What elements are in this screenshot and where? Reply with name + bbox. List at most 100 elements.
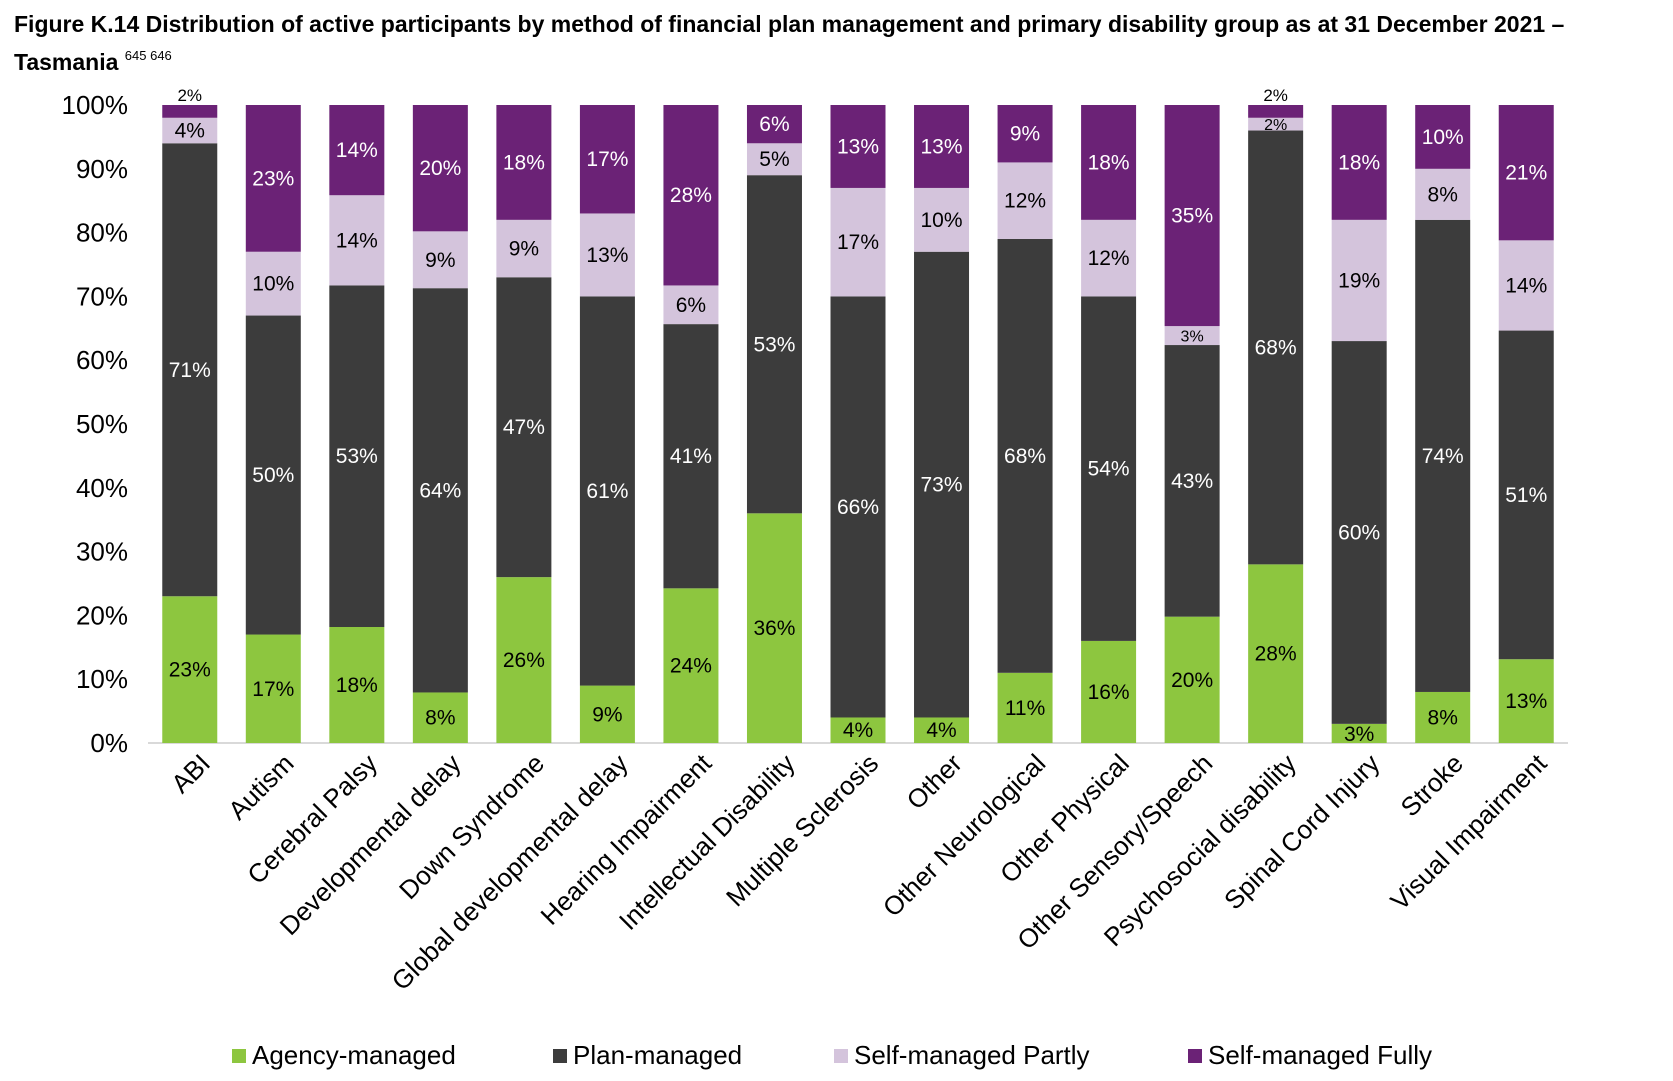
data-label: 17% — [586, 148, 628, 171]
bar-segment — [1415, 691, 1471, 743]
bar-segment — [1081, 296, 1137, 641]
data-label: 24% — [670, 655, 712, 678]
data-label: 4% — [926, 719, 956, 742]
data-label: 13% — [586, 244, 628, 267]
bar-segment — [162, 105, 218, 118]
y-tick-label: 50% — [76, 409, 128, 439]
data-label: 12% — [1088, 247, 1130, 270]
bar-segment — [245, 315, 301, 635]
data-label: 9% — [425, 249, 455, 272]
data-label: 68% — [1255, 336, 1297, 359]
x-tick-label: ABI — [165, 748, 216, 799]
bar-segment — [746, 175, 802, 514]
y-tick-label: 80% — [76, 218, 128, 248]
bar-segment — [1331, 219, 1387, 342]
data-label: 54% — [1088, 458, 1130, 481]
data-label: 2% — [1264, 117, 1287, 134]
data-label: 28% — [1255, 643, 1297, 666]
legend-label: Plan-managed — [573, 1040, 743, 1070]
bar-segment — [1248, 130, 1304, 565]
data-label: 12% — [1004, 190, 1046, 213]
data-label: 13% — [921, 135, 963, 158]
x-tick-label: Multiple Sclerosis — [720, 748, 884, 912]
bar-segment — [1498, 240, 1554, 331]
bar-segment — [329, 105, 385, 196]
data-label: 61% — [586, 480, 628, 503]
bar-segment — [1331, 105, 1387, 220]
data-label: 35% — [1171, 205, 1213, 228]
bar-segment — [579, 685, 635, 743]
data-label: 8% — [425, 707, 455, 730]
y-tick-label: 30% — [76, 537, 128, 567]
bar-segment — [162, 143, 218, 597]
bar-segment — [663, 285, 719, 325]
data-label: 23% — [169, 659, 211, 682]
bar-segment — [579, 105, 635, 214]
x-tick-label: Autism — [222, 748, 299, 825]
data-label: 47% — [503, 416, 545, 439]
bar-segment — [1248, 117, 1304, 131]
bar-segment — [914, 187, 970, 252]
data-label: 13% — [1505, 690, 1547, 713]
data-label: 74% — [1422, 445, 1464, 468]
bar-segment — [914, 251, 970, 718]
bar-segment — [997, 238, 1053, 673]
bar-segment — [830, 187, 886, 297]
bar-segment — [329, 195, 385, 286]
y-tick-label: 20% — [76, 600, 128, 630]
data-label: 13% — [837, 135, 879, 158]
data-label: 11% — [1005, 697, 1045, 720]
bar-segment — [1164, 105, 1220, 327]
data-label: 14% — [1505, 274, 1547, 297]
bar-segment — [245, 105, 301, 252]
footnote-refs: 645 646 — [124, 48, 172, 63]
bar-segment — [830, 296, 886, 718]
data-label: 50% — [252, 464, 294, 487]
legend-label: Self-managed Partly — [854, 1040, 1090, 1070]
legend-swatch — [1188, 1048, 1202, 1063]
bar-segment — [1081, 640, 1137, 743]
bar-segment — [1415, 219, 1471, 692]
y-tick-label: 90% — [76, 154, 128, 184]
bar-segment — [1164, 616, 1220, 743]
x-tick-label: Stroke — [1395, 748, 1469, 822]
data-label: 14% — [336, 229, 378, 252]
figure-title-text: Figure K.14 Distribution of active parti… — [14, 11, 1565, 75]
bar-segment — [997, 105, 1053, 163]
data-label: 53% — [753, 333, 795, 356]
legend-swatch — [834, 1048, 848, 1063]
bar-segment — [663, 588, 719, 743]
bar-segment — [746, 143, 802, 176]
data-label: 51% — [1505, 484, 1547, 507]
data-label: 43% — [1171, 470, 1213, 493]
bar-segment — [663, 105, 719, 286]
bar-segment — [830, 717, 886, 743]
y-tick-label: 60% — [76, 345, 128, 375]
bar-segment — [1331, 723, 1387, 743]
data-label: 18% — [503, 151, 545, 174]
data-label: 36% — [753, 617, 795, 640]
data-label: 20% — [1171, 669, 1213, 692]
bar-segment — [914, 717, 970, 743]
data-label: 21% — [1505, 162, 1547, 185]
bar-segment — [329, 627, 385, 743]
legend-label: Agency-managed — [252, 1040, 456, 1070]
data-label: 4% — [843, 719, 873, 742]
data-label: 18% — [336, 674, 378, 697]
bar-segment — [412, 288, 468, 693]
bar-segment — [1415, 105, 1471, 169]
x-tick-label: Visual Impairment — [1384, 747, 1553, 916]
data-label: 6% — [676, 294, 706, 317]
bar-segment — [1248, 564, 1304, 743]
data-label: 16% — [1088, 681, 1130, 704]
data-label: 4% — [175, 120, 205, 143]
y-tick-label: 70% — [76, 281, 128, 311]
data-label: 5% — [759, 148, 789, 171]
bar-segment — [997, 672, 1053, 743]
bar-segment — [245, 251, 301, 316]
data-label: 6% — [759, 113, 789, 136]
bar-segment — [997, 162, 1053, 239]
bar-segment — [579, 213, 635, 297]
bar-segment — [1498, 330, 1554, 660]
bar-segment — [1081, 219, 1137, 297]
